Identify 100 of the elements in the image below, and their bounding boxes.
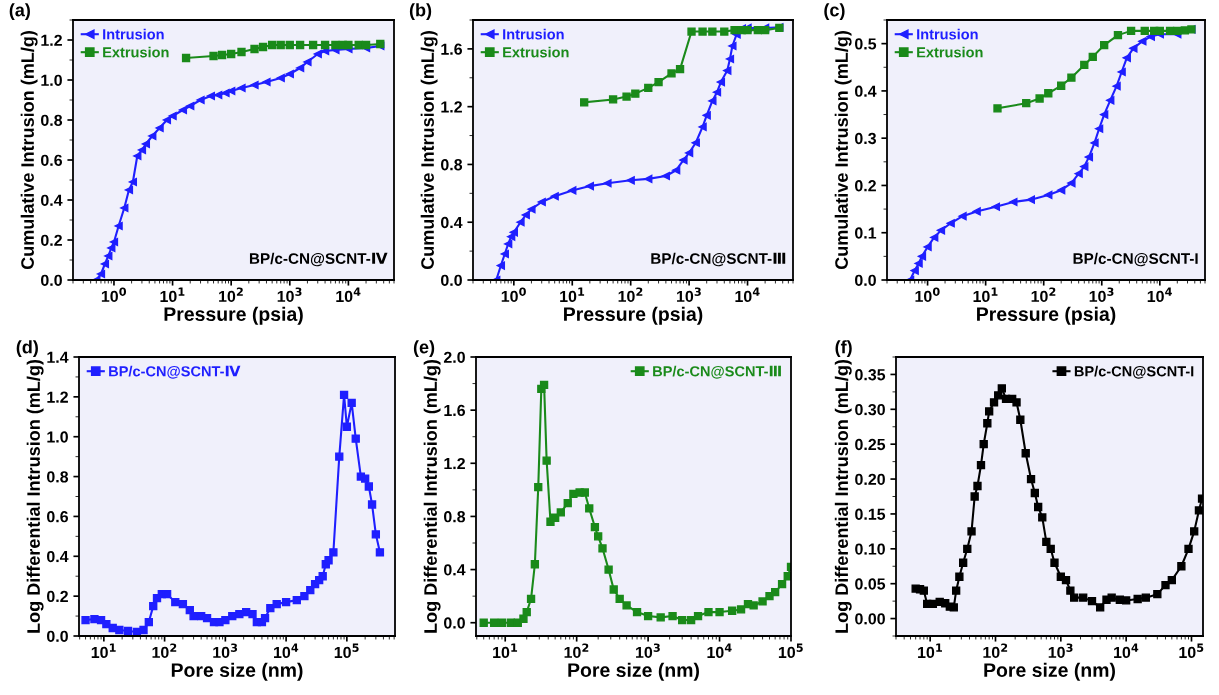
x-tick-label: 10$^{3}$ (1048, 643, 1073, 659)
x-tick-label: 10$^{0}$ (915, 287, 940, 303)
y-axis-title: Log Differential Intrusion (mL/g) (423, 359, 441, 633)
legend-label: Intrusion (503, 28, 564, 40)
y-tick-label: 0.4 (41, 194, 63, 206)
text: (f) (835, 340, 852, 357)
y-tick-label: 0.30 (855, 403, 885, 416)
legend-label: Intrusion (917, 28, 978, 40)
legend-label: Intrusion (103, 28, 164, 40)
y-tick-label: 0.8 (47, 471, 69, 483)
legend-label: BP/c-CN@SCNT-I (1074, 365, 1194, 379)
y-tick-label: 2.0 (443, 351, 465, 363)
x-tick-label: 10$^{1}$ (493, 643, 518, 659)
x-axis-title: Pressure (psia) (164, 306, 303, 325)
x-tick-label: 10$^{4}$ (336, 287, 361, 303)
y-axis-title: Cumulative Intrusion (mL/g) (20, 31, 38, 270)
x-tick-label: 10$^{3}$ (636, 643, 660, 659)
x-axis-title: Pore size (nm) (568, 662, 699, 681)
x-axis-title: Pressure (psia) (977, 306, 1116, 325)
y-tick-label: 0.4 (855, 85, 877, 97)
x-tick-label: 10$^{3}$ (1089, 287, 1114, 303)
x-tick-label: 10$^{5}$ (1179, 643, 1204, 659)
text: (a) (9, 3, 30, 20)
y-tick-label: 1.6 (441, 43, 463, 55)
annotation: BP/c-CN@SCNT-I (1073, 252, 1198, 267)
x-tick-label: 10$^{1}$ (918, 643, 942, 659)
annotation: BP/c-CN@SCNT-Ⅳ (249, 252, 388, 267)
x-tick-label: 10$^{5}$ (778, 643, 803, 659)
y-tick-label: 0.8 (441, 159, 463, 171)
y-tick-label: 0.15 (855, 508, 886, 520)
x-axis-title: Pore size (nm) (984, 662, 1115, 681)
y-tick-label: 0.3 (855, 132, 877, 145)
x-tick-label: 10$^{3}$ (213, 643, 238, 659)
y-tick-label: 1.2 (47, 391, 68, 403)
y-tick-label: 0.0 (441, 274, 462, 286)
x-tick-label: 10$^{5}$ (334, 643, 359, 659)
y-tick-label: 0.0 (444, 617, 465, 629)
y-tick-label: 0.25 (855, 438, 886, 451)
x-tick-label: 10$^{2}$ (1031, 287, 1056, 303)
legend-label: Extrusion (103, 46, 169, 58)
text: (b) (409, 3, 432, 20)
y-tick-label: 1.2 (41, 34, 62, 46)
y-tick-label: 0.10 (855, 543, 885, 555)
x-tick-label: 10$^{0}$ (101, 287, 127, 303)
x-tick-label: 10$^{0}$ (501, 287, 526, 303)
y-axis-title: Cumulative Intrusion (mL/g) (834, 31, 852, 270)
y-tick-label: 0.8 (41, 114, 63, 126)
y-tick-label: 0.4 (441, 216, 463, 229)
y-tick-label: 1.2 (441, 101, 462, 113)
x-tick-label: 10$^{4}$ (1114, 643, 1139, 659)
y-tick-label: 0.0 (855, 274, 876, 286)
y-tick-label: 0.05 (855, 578, 886, 590)
text: (e) (413, 340, 435, 357)
y-tick-label: 1.2 (444, 457, 465, 470)
x-tick-label: 10$^{2}$ (618, 287, 643, 303)
y-tick-label: 0.00 (855, 613, 885, 625)
x-tick-label: 10$^{2}$ (983, 643, 1008, 659)
x-tick-label: 10$^{1}$ (560, 287, 585, 303)
x-axis-title: Pore size (nm) (171, 662, 303, 681)
y-tick-label: 0.0 (41, 274, 62, 286)
legend-label: Extrusion (503, 46, 569, 58)
y-tick-label: 0.35 (855, 369, 886, 381)
y-tick-label: 0.2 (855, 180, 876, 192)
y-tick-label: 0.0 (47, 630, 68, 642)
x-tick-label: 10$^{2}$ (219, 287, 243, 303)
annotation: BP/c-CN@SCNT-Ⅲ (651, 252, 786, 267)
x-tick-label: 10$^{4}$ (707, 643, 732, 659)
legend-label: Extrusion (917, 46, 983, 58)
y-tick-label: 0.4 (444, 564, 466, 576)
x-tick-label: 10$^{3}$ (677, 287, 701, 303)
y-axis-title: Log Differential Intrusion (mL/g) (26, 359, 44, 633)
text: (c) (824, 3, 845, 20)
x-tick-label: 10$^{3}$ (277, 287, 302, 303)
y-axis-title: Cumulative Intrusion (mL/g) (420, 31, 438, 270)
y-tick-label: 1.4 (47, 351, 69, 363)
y-tick-label: 0.6 (41, 154, 63, 166)
y-tick-label: 0.20 (855, 473, 885, 486)
x-tick-label: 10$^{4}$ (274, 643, 299, 659)
y-tick-label: 0.1 (855, 227, 877, 239)
x-axis-title: Pressure (psia) (564, 306, 703, 325)
x-tick-label: 10$^{2}$ (564, 643, 589, 659)
legend-label: BP/c-CN@SCNT-Ⅲ (653, 365, 781, 379)
legend-label: BP/c-CN@SCNT-Ⅳ (109, 365, 241, 379)
y-axis-title: Log Differential Intrusion (mL/g) (834, 359, 852, 633)
y-tick-label: 0.2 (47, 590, 68, 603)
x-tick-label: 10$^{1}$ (160, 287, 185, 303)
x-tick-label: 10$^{1}$ (91, 643, 116, 659)
y-tick-label: 1.0 (47, 431, 68, 443)
x-tick-label: 10$^{1}$ (973, 287, 998, 303)
y-tick-label: 0.6 (47, 511, 69, 523)
text: (d) (16, 340, 38, 357)
y-tick-label: 0.4 (47, 550, 69, 563)
y-tick-label: 0.8 (444, 511, 466, 523)
x-tick-label: 10$^{4}$ (1147, 287, 1172, 303)
x-tick-label: 10$^{2}$ (152, 643, 177, 659)
y-tick-label: 0.2 (41, 234, 62, 246)
y-tick-label: 0.5 (855, 38, 877, 50)
y-tick-label: 1.0 (41, 74, 62, 86)
x-tick-label: 10$^{4}$ (735, 287, 760, 303)
y-tick-label: 1.6 (444, 404, 466, 417)
